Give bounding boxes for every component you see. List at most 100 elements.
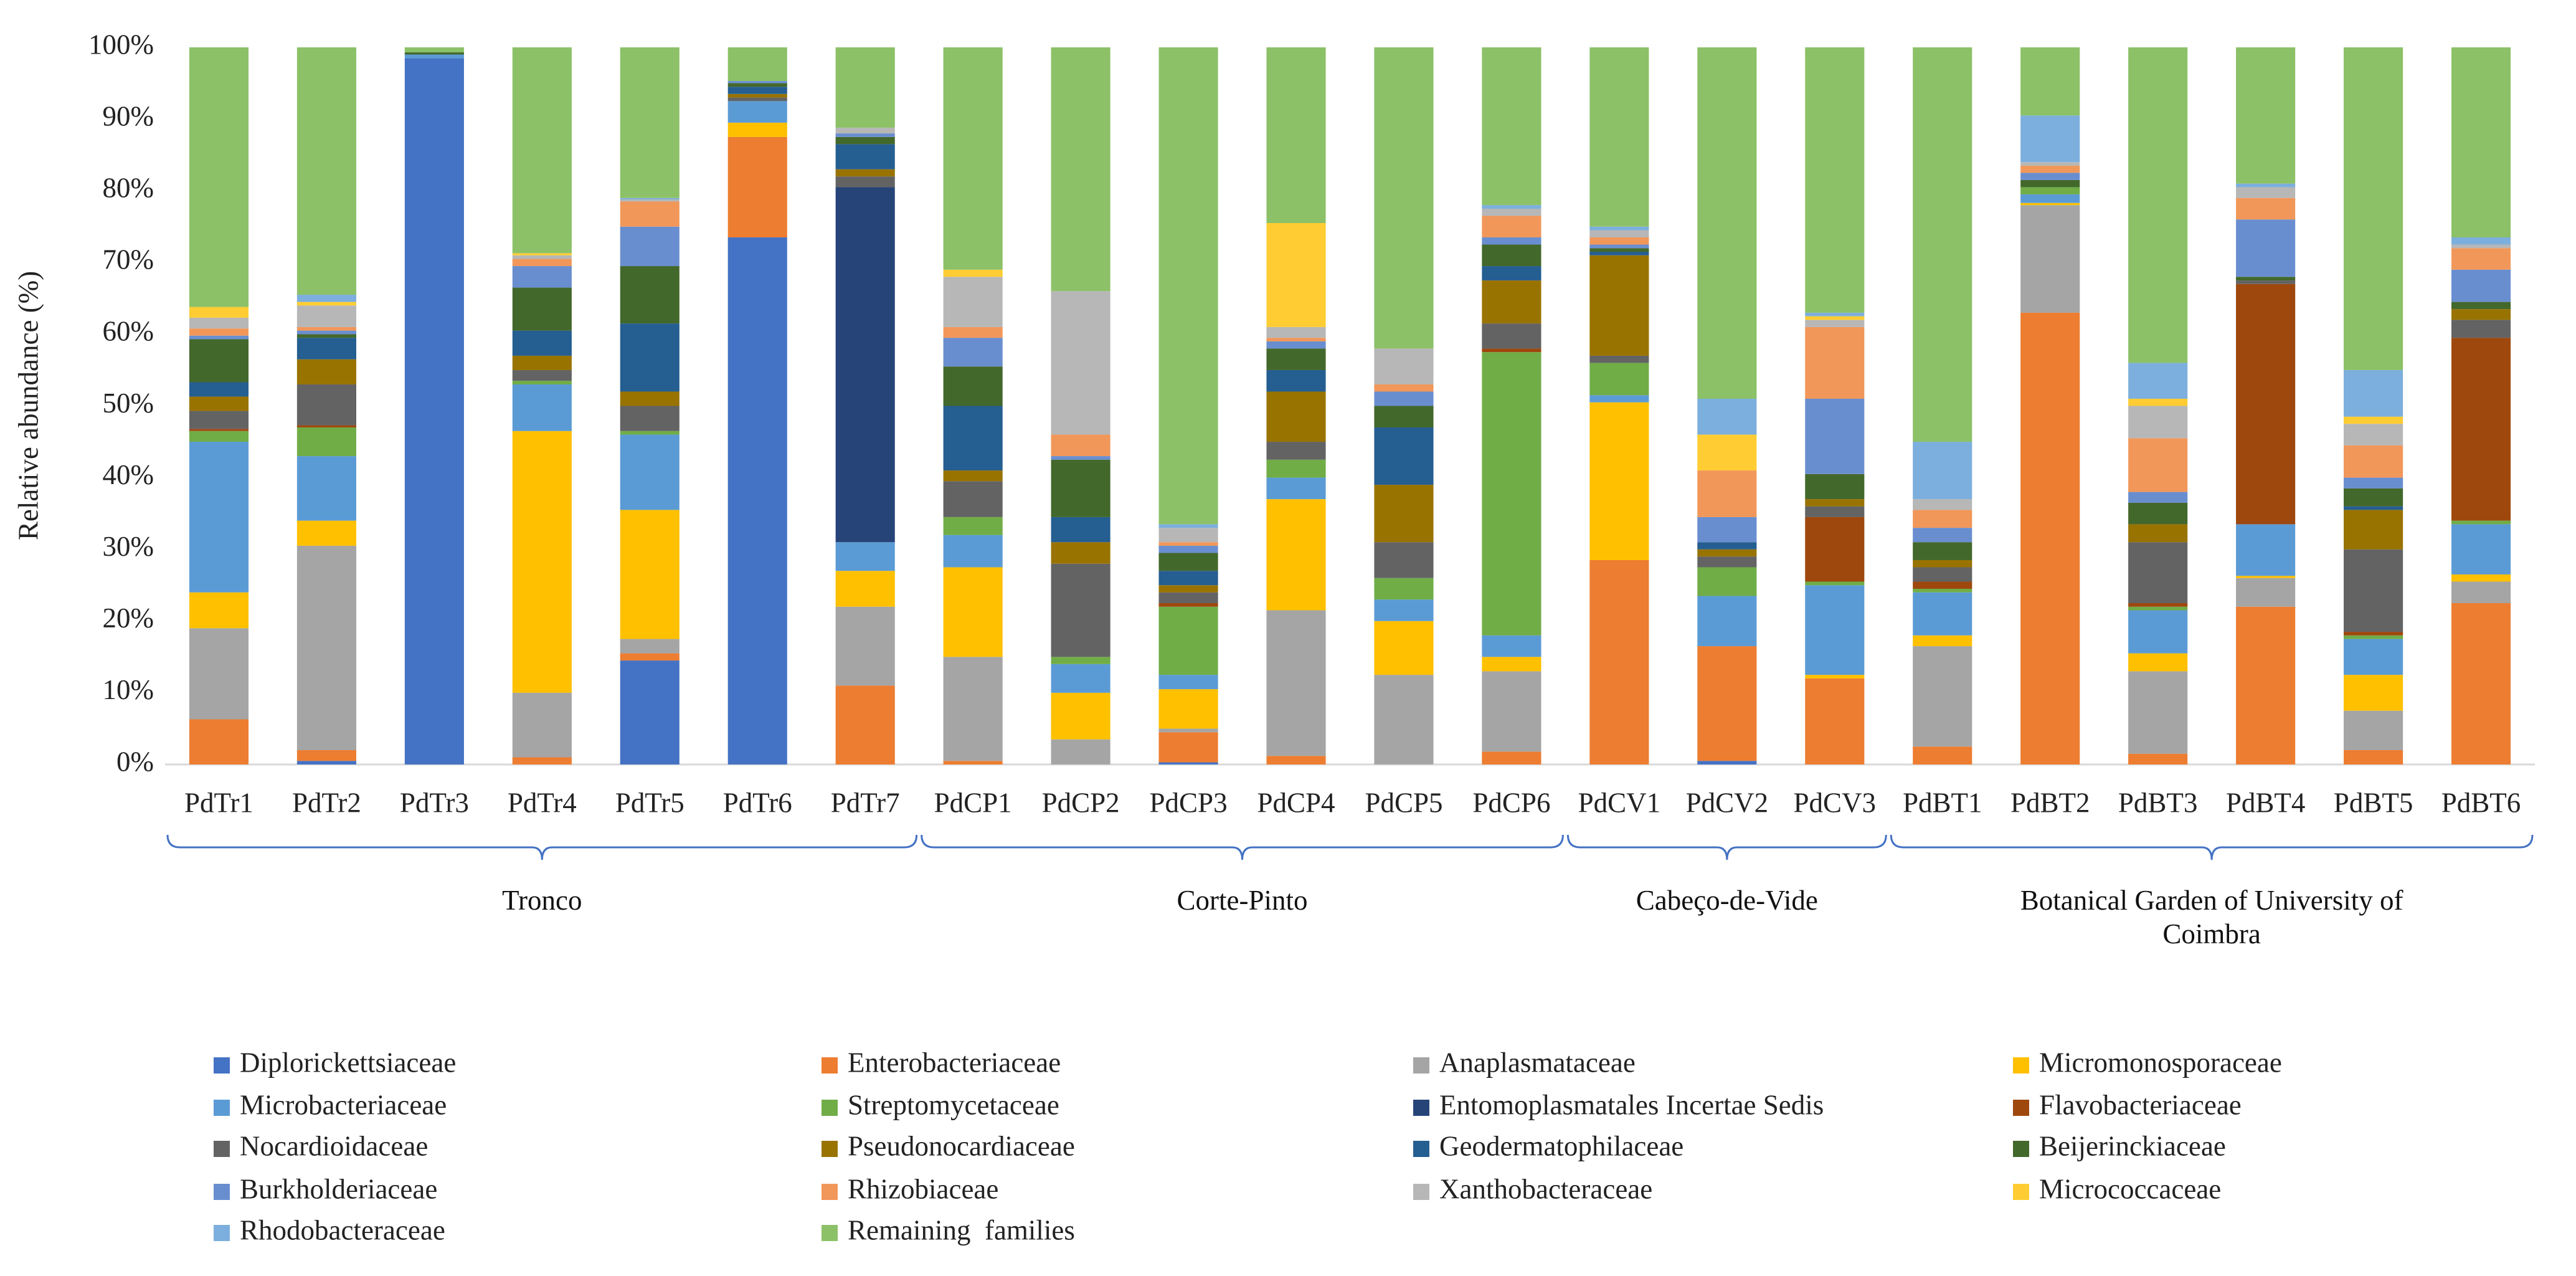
bar-segment <box>296 384 356 426</box>
bar-segment <box>2236 219 2296 277</box>
bar-segment <box>1913 510 1972 528</box>
bar-segment <box>2020 47 2080 116</box>
bar-segment <box>1805 47 1865 313</box>
bar-segment <box>2451 320 2511 338</box>
bar-segment <box>1158 728 1218 733</box>
bar-segment <box>1589 255 1649 356</box>
bar-segment <box>1589 559 1649 764</box>
bar-segment <box>2344 510 2403 550</box>
bar-segment <box>1158 47 1218 525</box>
bar-segment <box>835 169 895 177</box>
bar-segment <box>189 719 249 764</box>
group-label: Tronco <box>502 885 582 916</box>
bar-segment <box>620 47 680 198</box>
bar-segment <box>2128 47 2188 363</box>
bar-segment <box>1158 545 1218 553</box>
y-tick-label: 90% <box>103 100 154 131</box>
bar-segment <box>189 592 249 629</box>
bar-segment <box>835 176 895 188</box>
bar-segment <box>2020 165 2080 173</box>
bar-segment <box>1913 528 1972 543</box>
bar-segment <box>1805 320 1865 327</box>
bar-segment <box>296 47 356 295</box>
legend-label: Pseudonocardiaceae <box>848 1130 1075 1161</box>
bar-segment <box>404 52 464 55</box>
legend-swatch <box>214 1225 230 1241</box>
bar-segment <box>620 406 680 431</box>
bar-segment <box>1158 762 1218 764</box>
bar-segment <box>1482 352 1541 636</box>
legend-label: Micromonosporaceae <box>2039 1047 2282 1078</box>
bar-segment <box>727 101 787 123</box>
legend-swatch <box>822 1141 838 1157</box>
x-tick-label: PdCV2 <box>1686 787 1769 818</box>
group-label: Cabeço-de-Vide <box>1636 885 1818 916</box>
legend-label: Enterobacteriaceae <box>848 1047 1061 1078</box>
x-tick-label: PdTr7 <box>831 787 900 818</box>
bar-segment <box>296 425 356 428</box>
bar-segment <box>2344 639 2403 675</box>
legend-swatch <box>2013 1141 2029 1157</box>
x-tick-label: PdCP2 <box>1042 787 1120 818</box>
bar-segment <box>1374 485 1434 543</box>
bar-segment <box>296 456 356 521</box>
bar-segment <box>1697 434 1757 471</box>
bar-segment <box>1158 585 1218 593</box>
bar-segment <box>943 277 1003 327</box>
bar-segment <box>943 535 1003 568</box>
y-tick-label: 70% <box>103 244 154 275</box>
bar-segment <box>1266 477 1326 500</box>
bar-segment <box>296 750 356 761</box>
bar-segment <box>835 47 895 128</box>
bar-segment <box>404 54 464 59</box>
bar-segment <box>727 47 787 82</box>
bar-segment <box>835 144 895 169</box>
bar-segment <box>1589 363 1649 396</box>
bar-segment <box>189 317 249 329</box>
x-tick-label: PdCP1 <box>934 787 1012 818</box>
bar-segment <box>1697 646 1757 761</box>
bar-segment <box>2344 47 2403 370</box>
bar-segment <box>2020 173 2080 180</box>
bar-segment <box>620 226 680 267</box>
group-bracket <box>921 834 1564 860</box>
bar-segment <box>1374 599 1434 621</box>
bar-segment <box>2236 578 2296 607</box>
bar-segment <box>1805 312 1865 317</box>
bar-segment <box>2128 502 2188 525</box>
bar-segment <box>2451 574 2511 582</box>
bar-segment <box>1482 657 1541 672</box>
bar-segment <box>1805 678 1865 764</box>
y-tick-label: 60% <box>103 316 154 347</box>
bar-segment <box>1051 664 1110 693</box>
bar-segment <box>2128 753 2188 764</box>
bar-segment <box>835 136 895 145</box>
bar-segment <box>189 307 249 318</box>
bar-segment <box>943 567 1003 657</box>
bar-segment <box>1697 549 1757 557</box>
bar-segment <box>2451 248 2511 270</box>
bar-segment <box>943 657 1003 761</box>
bar-segment <box>512 355 572 370</box>
y-tick-label: 0% <box>116 746 154 777</box>
x-tick-label: PdTr4 <box>508 787 577 818</box>
bar-segment <box>2128 438 2188 492</box>
bar-segment <box>512 692 572 758</box>
bar-segment <box>296 305 356 327</box>
bar-segment <box>943 517 1003 535</box>
bar-segment <box>620 391 680 406</box>
bar-segment <box>727 122 787 137</box>
legend-swatch <box>214 1141 230 1157</box>
bar-segment <box>1697 556 1757 568</box>
bar-segment <box>943 269 1003 277</box>
legend-label: Remaining families <box>848 1214 1075 1245</box>
y-tick-label: 50% <box>103 388 154 419</box>
bar-segment <box>2451 269 2511 302</box>
y-tick-label: 40% <box>103 459 154 490</box>
bar-segment <box>1266 222 1326 327</box>
bar-segment <box>1589 395 1649 402</box>
bar-segment <box>296 334 356 338</box>
legend-label: Microbacteriaceae <box>240 1089 447 1120</box>
bar-segment <box>1589 237 1649 245</box>
